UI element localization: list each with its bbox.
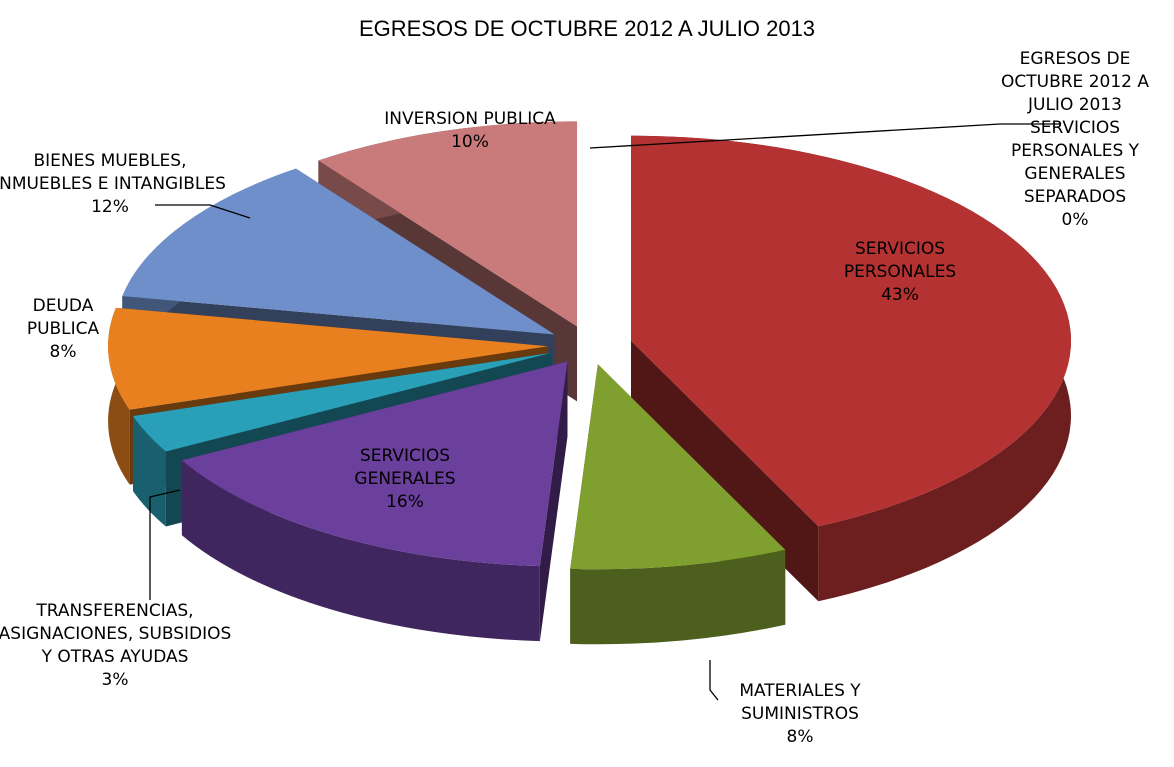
slice-top [108,307,549,410]
leader-line [155,204,251,219]
slice-label: SERVICIOS PERSONALES 43% [815,238,985,307]
chart-title: EGRESOS DE OCTUBRE 2012 A JULIO 2013 [358,16,816,41]
slice-label: SERVICIOS GENERALES 16% [325,445,485,514]
leader-line [709,660,719,701]
category-name: INVERSION PUBLICA [384,109,556,129]
slice-label: DEUDA PUBLICA 8% [3,295,123,364]
percent-label: 16% [386,492,424,512]
slice-wall [570,549,786,645]
slice-label: BIENES MUEBLES, INMUEBLES E INTANGIBLES 1… [0,150,230,219]
category-name: DEUDA PUBLICA [26,296,100,339]
slice-label: MATERIALES Y SUMINISTROS 8% [705,680,895,749]
slice-label: TRANSFERENCIAS, ASIGNACIONES, SUBSIDIOS … [0,600,235,692]
slice-top [122,168,555,335]
percent-label: 12% [91,197,129,217]
percent-label: 3% [101,670,129,690]
slice-label: EGRESOS DE OCTUBRE 2012 A JULIO 2013 SER… [990,48,1160,232]
leader-line [149,489,181,600]
slice-side [630,340,819,602]
category-name: SERVICIOS GENERALES [354,446,456,489]
slice [181,361,568,642]
category-name: SERVICIOS PERSONALES [843,239,957,282]
slice [570,364,786,645]
percent-label: 8% [49,342,77,362]
slice-top [132,352,552,452]
percent-label: 0% [1061,210,1089,230]
slice-label: INVERSION PUBLICA 10% [360,108,580,154]
category-name: EGRESOS DE OCTUBRE 2012 A JULIO 2013 SER… [1001,49,1149,207]
slice-top [318,121,578,327]
percent-label: 10% [451,132,489,152]
slice-top [181,361,568,567]
slice-top [630,135,1071,527]
category-name: TRANSFERENCIAS, ASIGNACIONES, SUBSIDIOS … [0,601,232,667]
percent-label: 8% [786,727,814,747]
slice-top [570,364,786,570]
slice [630,135,1071,602]
slice-wall [181,460,540,642]
category-name: MATERIALES Y SUMINISTROS [739,681,861,724]
slice-wall [132,416,166,527]
percent-label: 43% [881,285,919,305]
leader-line [589,123,1060,149]
category-name: BIENES MUEBLES, INMUEBLES E INTANGIBLES [0,151,226,194]
slices [108,121,1071,645]
